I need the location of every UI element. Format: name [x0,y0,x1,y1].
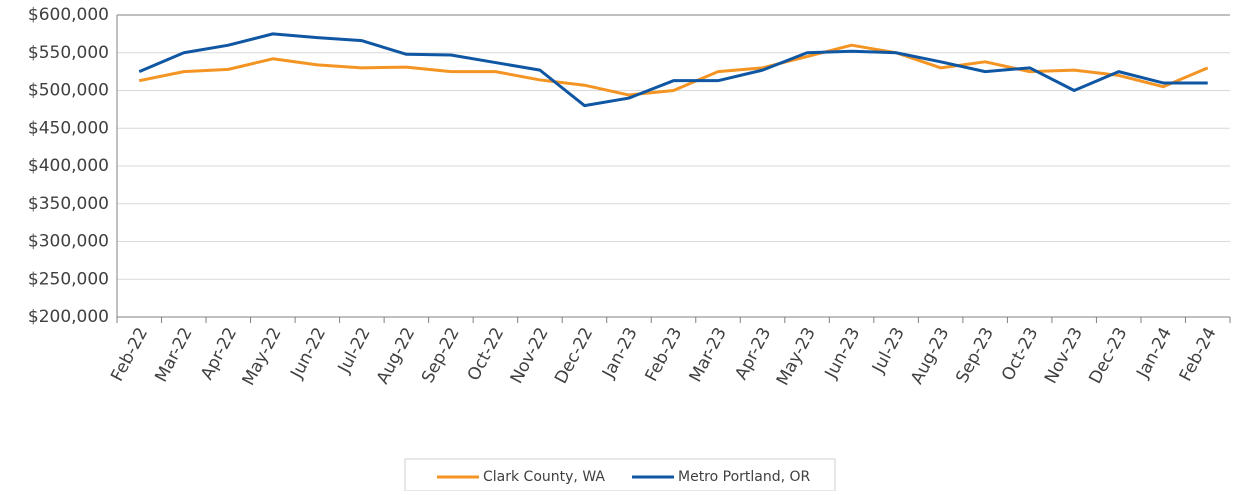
x-tick-label: Dec-22 [551,324,597,387]
y-tick-label: $550,000 [28,43,109,63]
x-tick-label: Sep-22 [418,324,464,386]
x-tick-label: Aug-22 [373,324,419,387]
x-tick-label: Oct-22 [464,324,508,384]
x-tick-label: Feb-24 [1176,324,1221,384]
y-tick-label: $400,000 [28,156,109,176]
x-tick-label: Apr-23 [731,324,775,383]
x-tick-label: Dec-23 [1085,324,1131,387]
x-tick-label: Mar-23 [686,324,731,385]
y-tick-label: $300,000 [28,232,109,252]
x-tick-label: Feb-23 [641,324,686,384]
x-tick-label: Jul-22 [334,324,375,377]
x-tick-label: Jun-23 [821,324,865,382]
legend-box [404,458,836,492]
x-tick-label: Aug-23 [907,324,953,387]
y-tick-label: $250,000 [28,269,109,289]
x-tick-label: Jul-23 [868,324,909,377]
x-tick-label: Jan-23 [598,324,641,382]
series-line [138,43,1209,97]
y-tick-label: $450,000 [28,118,109,138]
x-tick-label: Apr-22 [197,324,241,383]
legend-label: Metro Portland, OR [678,469,811,485]
legend-label: Clark County, WA [483,469,605,485]
y-tick-label: $600,000 [28,5,109,25]
x-tick-label: Oct-23 [998,324,1042,384]
y-tick-label: $500,000 [28,81,109,101]
x-tick-label: May-23 [773,324,820,389]
x-tick-label: Mar-22 [151,324,196,385]
series-line [138,32,1208,108]
y-tick-label: $200,000 [28,307,109,327]
x-tick-label: Nov-22 [507,324,553,387]
x-tick-label: May-22 [239,324,286,389]
x-tick-label: Nov-23 [1041,324,1087,387]
x-tick-label: Jan-24 [1133,324,1176,382]
y-tick-label: $350,000 [28,194,109,214]
x-tick-label: Feb-22 [107,324,152,384]
x-tick-label: Jun-22 [287,324,331,382]
x-tick-label: Sep-23 [952,324,998,386]
